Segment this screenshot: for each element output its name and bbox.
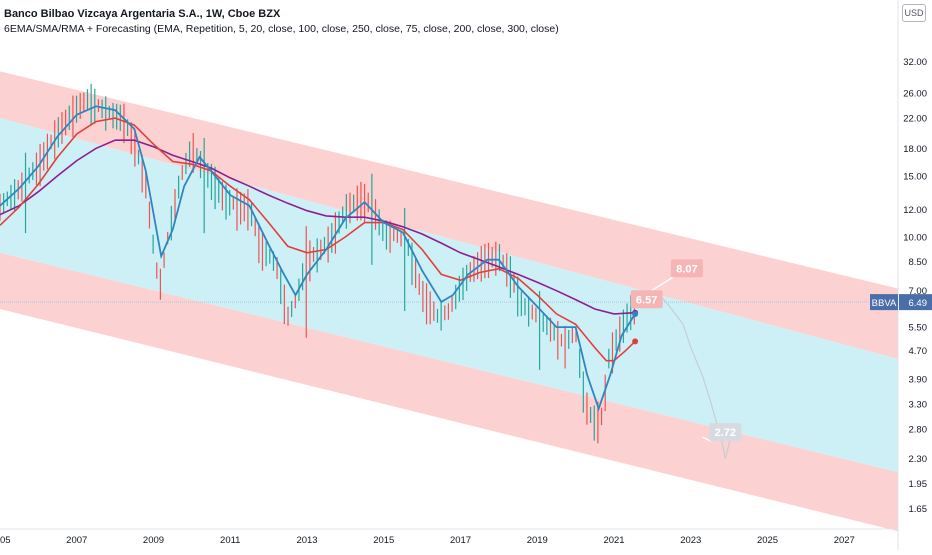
y-tick-label: 3.90	[909, 374, 928, 385]
annotation-label: 6.57	[636, 294, 657, 306]
annotation-box	[709, 423, 742, 442]
y-axis-panel	[898, 0, 932, 550]
y-tick-label: 1.95	[909, 479, 928, 490]
price-tag-symbol: BBVA	[872, 298, 897, 309]
x-tick-label: 2005	[0, 535, 11, 546]
price-tag-symbol-box	[870, 294, 898, 311]
ema-mid-end-marker	[632, 338, 639, 345]
x-tick-label: 2015	[373, 535, 394, 546]
y-tick-label: 7.00	[909, 286, 928, 297]
y-tick-label: 1.65	[909, 504, 928, 515]
annotation-label: 8.07	[676, 263, 697, 275]
chart-title: Banco Bilbao Vizcaya Argentaria S.A., 1W…	[4, 8, 281, 20]
annotation-connector	[701, 436, 712, 442]
y-tick-label: 10.00	[903, 232, 927, 243]
y-tick-label: 8.50	[909, 257, 928, 268]
indicator-label: 6EMA/SMA/RMA + Forecasting (EMA, Repetit…	[4, 23, 559, 35]
x-tick-label: 2023	[680, 535, 701, 546]
x-tick-label: 2021	[603, 535, 624, 546]
x-tick-label: 2025	[757, 535, 778, 546]
y-tick-label: 12.00	[903, 205, 927, 216]
ema-mid-line	[0, 117, 636, 362]
annotation-label: 2.72	[715, 427, 736, 439]
price-tag-value-box	[899, 294, 932, 311]
y-tick-label: 2.80	[909, 424, 928, 435]
ema-fast-line	[0, 105, 636, 412]
x-tick-label: 2011	[220, 535, 240, 546]
ema-fast-end-marker	[632, 310, 639, 317]
x-tick-label: 2009	[143, 535, 164, 546]
x-tick-label: 2019	[527, 535, 548, 546]
currency-badge[interactable]: USD	[902, 4, 926, 22]
lower-band	[0, 252, 898, 532]
middle-band	[0, 118, 898, 473]
annotation-box	[670, 259, 703, 278]
y-tick-label: 26.00	[903, 88, 927, 99]
annotation-box	[630, 290, 663, 309]
y-tick-label: 3.30	[909, 400, 928, 411]
y-tick-label: 15.00	[903, 171, 927, 182]
x-tick-label: 2013	[296, 535, 317, 546]
y-tick-label: 4.70	[909, 346, 928, 357]
y-tick-label: 18.00	[903, 144, 927, 155]
x-tick-label: 2027	[834, 535, 855, 546]
upper-band	[0, 71, 898, 360]
y-tick-label: 22.00	[903, 114, 927, 125]
y-tick-label: 32.00	[903, 57, 927, 68]
ema-slow-line	[0, 139, 636, 315]
chart-legend: Banco Bilbao Vizcaya Argentaria S.A., 1W…	[4, 6, 559, 36]
price-tag-value: 6.49	[909, 298, 928, 309]
x-tick-label: 2007	[66, 535, 87, 546]
y-tick-label: 2.30	[909, 454, 928, 465]
y-tick-label: 5.50	[909, 323, 928, 334]
x-tick-label: 2017	[450, 535, 471, 546]
